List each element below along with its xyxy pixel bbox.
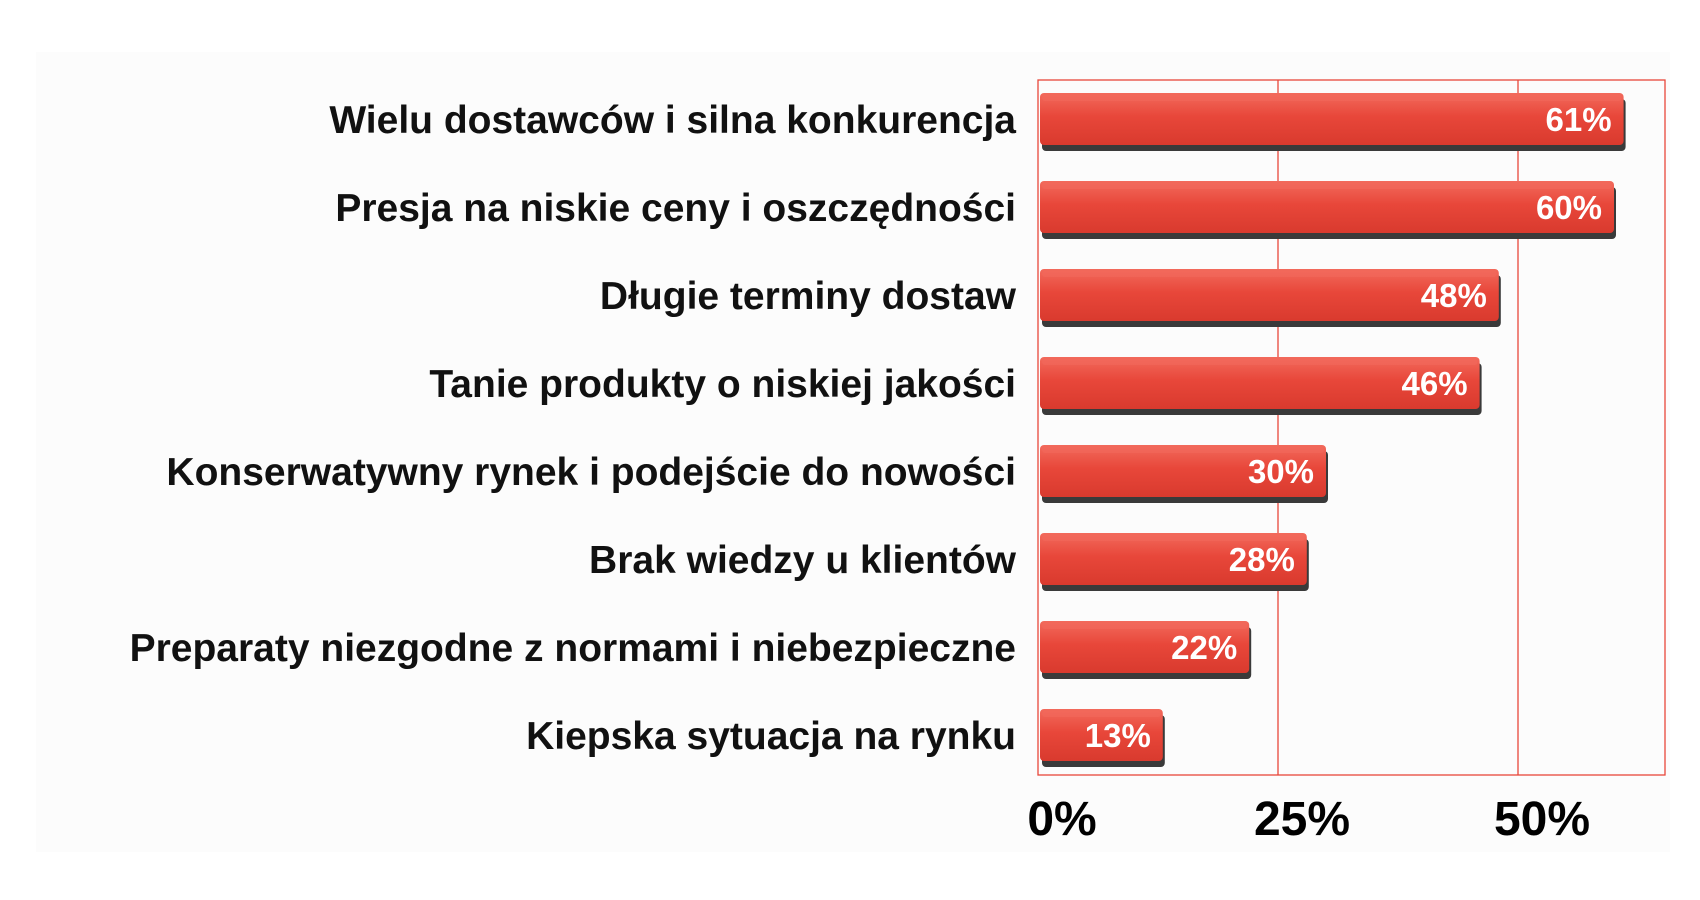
bar xyxy=(1040,533,1307,585)
category-label: Preparaty niezgodne z normami i niebezpi… xyxy=(130,627,1016,670)
category-label: Konserwatywny rynek i podejście do nowoś… xyxy=(166,451,1016,494)
bar-highlight xyxy=(1042,623,1248,629)
bar xyxy=(1040,181,1614,233)
data-label: 46% xyxy=(1402,365,1468,402)
bar xyxy=(1040,709,1163,761)
x-tick-label: 0% xyxy=(1027,793,1096,846)
bar-highlight xyxy=(1042,359,1478,365)
category-label: Długie terminy dostaw xyxy=(600,275,1017,318)
data-label: 30% xyxy=(1248,453,1314,490)
x-tick-label: 50% xyxy=(1494,793,1590,846)
data-label: 60% xyxy=(1536,189,1602,226)
bar-highlight xyxy=(1042,271,1497,277)
bar-highlight xyxy=(1042,447,1324,453)
category-label: Tanie produkty o niskiej jakości xyxy=(429,363,1016,406)
data-label: 28% xyxy=(1229,541,1295,578)
data-label: 22% xyxy=(1171,629,1237,666)
plot-frame xyxy=(1037,79,1666,776)
x-tick-label: 25% xyxy=(1254,793,1350,846)
data-label: 48% xyxy=(1421,277,1487,314)
bar xyxy=(1040,93,1624,145)
bar xyxy=(1040,445,1326,497)
bar-highlight xyxy=(1042,95,1622,101)
category-label: Brak wiedzy u klientów xyxy=(589,539,1017,582)
bar-highlight xyxy=(1042,535,1305,541)
data-label: 61% xyxy=(1546,101,1612,138)
bar xyxy=(1040,269,1499,321)
ticks-layer: 0% 25% 50% xyxy=(1027,793,1590,846)
bar xyxy=(1040,357,1480,409)
data-label: 13% xyxy=(1085,717,1151,754)
bars-layer xyxy=(1040,93,1626,767)
category-label: Kiepska sytuacja na rynku xyxy=(526,715,1016,758)
bar-highlight xyxy=(1042,711,1161,717)
category-label: Presja na niskie ceny i oszczędności xyxy=(335,187,1016,230)
bar xyxy=(1040,621,1250,673)
bar-highlight xyxy=(1042,183,1612,189)
category-label: Wielu dostawców i silna konkurencja xyxy=(329,99,1016,142)
labels-layer: Wielu dostawców i silna konkurencja 61% Pr… xyxy=(130,99,1612,758)
